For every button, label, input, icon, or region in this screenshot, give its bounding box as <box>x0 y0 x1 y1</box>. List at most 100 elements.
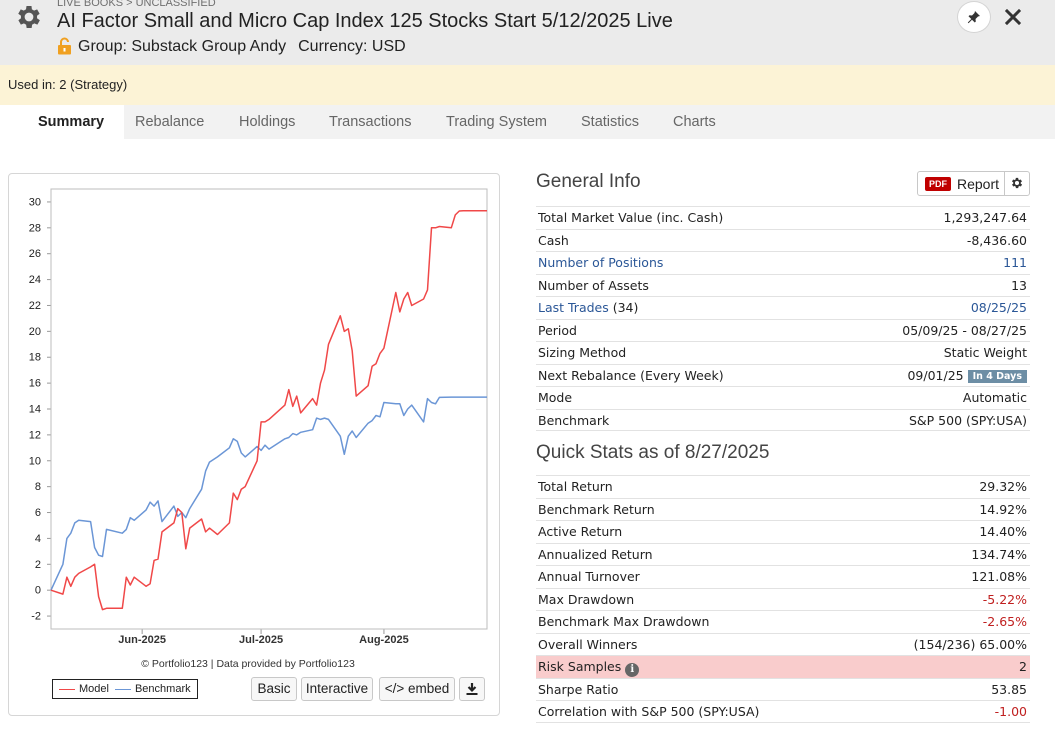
legend-benchmark-label[interactable]: Benchmark <box>134 683 191 695</box>
close-button[interactable] <box>1000 4 1026 30</box>
info-key: Last Trades (34) <box>538 300 638 315</box>
book-meta: Group: Substack Group Andy Currency: USD <box>78 38 406 56</box>
y-tick-label: 8 <box>35 481 41 493</box>
info-row-period: Period 05/09/25 - 08/27/25 <box>536 318 1030 342</box>
info-key: Cash <box>538 232 569 248</box>
group-label: Group: Substack Group Andy <box>78 38 287 55</box>
page-title: AI Factor Small and Micro Cap Index 125 … <box>57 10 673 32</box>
tab-charts[interactable]: Charts <box>673 114 716 130</box>
stat-row-risk-samples: Risk Samples i 2 <box>536 655 1030 678</box>
tab-transactions[interactable]: Transactions <box>329 114 412 130</box>
info-row-benchmark: Benchmark S&P 500 (SPY:USA) <box>536 408 1030 431</box>
close-icon <box>1005 9 1021 25</box>
embed-button[interactable]: </> embed <box>379 677 455 701</box>
currency-label: Currency: USD <box>298 38 406 55</box>
positions-link[interactable]: Number of Positions <box>538 255 664 270</box>
info-value: S&P 500 (SPY:USA) <box>908 412 1027 428</box>
tab-statistics[interactable]: Statistics <box>581 114 640 130</box>
last-trades-date-link[interactable]: 08/25/25 <box>970 300 1027 315</box>
report-button[interactable]: PDF Report <box>917 171 1030 196</box>
stat-row-sharpe: Sharpe Ratio 53.85 <box>536 677 1030 701</box>
download-button[interactable] <box>459 677 485 701</box>
y-tick-label: 22 <box>29 300 41 312</box>
info-row-next-rebalance: Next Rebalance (Every Week) 09/01/25 In 4 … <box>536 363 1030 387</box>
info-value: -8,436.60 <box>966 232 1027 248</box>
stat-value: 134.74% <box>971 546 1027 562</box>
tab-rebalance[interactable]: Rebalance <box>135 114 205 130</box>
stat-key: Max Drawdown <box>538 591 635 607</box>
general-info-title: General Info <box>536 171 641 192</box>
y-tick-label: 24 <box>29 274 41 286</box>
stat-key: Benchmark Max Drawdown <box>538 614 710 629</box>
stat-value: 121.08% <box>971 569 1027 584</box>
stat-value: 29.32% <box>979 479 1027 494</box>
y-tick-label: 18 <box>29 352 41 364</box>
tab-trading-system[interactable]: Trading System <box>446 114 547 130</box>
stat-row-correlation: Correlation with S&P 500 (SPY:USA) -1.00 <box>536 700 1030 723</box>
used-in-label[interactable]: Used in: 2 (Strategy) <box>8 77 128 92</box>
report-label: Report <box>957 175 1000 192</box>
tab-holdings[interactable]: Holdings <box>239 114 296 130</box>
y-tick-label: 30 <box>29 196 41 208</box>
stat-key: Risk Samples i <box>538 659 640 677</box>
info-key: Benchmark <box>538 412 610 428</box>
stat-key: Overall Winners <box>538 636 638 652</box>
stat-row-active-return: Active Return 14.40% <box>536 520 1030 543</box>
gear-icon[interactable] <box>1010 176 1024 190</box>
info-key: Period <box>538 322 577 338</box>
stat-row-total-return: Total Return 29.32% <box>536 475 1030 498</box>
quick-stats-table: Total Return 29.32% Benchmark Return 14.92… <box>536 475 1030 723</box>
stat-value: -1.00 <box>994 704 1027 719</box>
stat-key: Benchmark Return <box>538 501 655 517</box>
y-tick-label: 16 <box>29 378 41 390</box>
tab-summary[interactable]: Summary <box>18 105 125 139</box>
next-rebalance-date: 09/01/25 <box>907 367 964 383</box>
info-icon[interactable]: i <box>625 663 640 677</box>
y-tick-label: 4 <box>35 533 41 545</box>
legend-model-label[interactable]: Model <box>79 683 109 695</box>
pdf-badge: PDF <box>925 176 951 191</box>
basic-chart-button[interactable]: Basic <box>251 677 297 701</box>
performance-chart-panel: -2 0 2 4 6 8 10 12 14 16 18 20 22 24 26 28 30 Jun-2025 Ju… <box>8 173 500 716</box>
breadcrumb[interactable]: LIVE BOOKS > UNCLASSIFIED <box>57 0 216 9</box>
stat-value: 14.40% <box>979 524 1027 539</box>
stat-value: (154/236) 65.00% <box>913 636 1027 652</box>
series-line-model[interactable] <box>50 209 487 611</box>
info-value: 1,293,247.64 <box>943 210 1028 225</box>
y-tick-label: -2 <box>31 611 41 623</box>
x-tick-label: Jul-2025 <box>239 634 283 646</box>
y-tick-label: 12 <box>29 429 41 441</box>
gear-icon[interactable] <box>14 2 44 32</box>
info-value: 09/01/25 In 4 Days <box>907 368 1027 383</box>
stat-value: 2 <box>1019 659 1027 674</box>
info-key: Number of Assets <box>538 277 649 293</box>
y-tick-label: 6 <box>35 507 41 519</box>
info-value: Automatic <box>962 390 1027 405</box>
download-icon <box>466 683 478 695</box>
positions-count-link[interactable]: 111 <box>1003 255 1027 270</box>
chart-credit: © Portfolio123 | Data provided by Portfo… <box>141 658 355 670</box>
legend-benchmark-swatch <box>114 688 131 690</box>
info-row-last-trades: Last Trades (34) 08/25/25 <box>536 296 1030 319</box>
tab-bar: Summary Rebalance Holdings Transactions … <box>0 105 1055 139</box>
lock-icon <box>58 37 71 55</box>
report-divider <box>1004 172 1005 195</box>
info-key: Total Market Value (inc. Cash) <box>538 210 724 225</box>
series-line-benchmark[interactable] <box>50 396 487 591</box>
stat-value: -2.65% <box>982 614 1027 629</box>
stat-key: Total Return <box>538 479 613 494</box>
chart-legend: Model Benchmark <box>52 679 198 699</box>
info-row-cash: Cash -8,436.60 <box>536 228 1030 252</box>
stat-row-benchmark-drawdown: Benchmark Max Drawdown -2.65% <box>536 610 1030 633</box>
page-header: LIVE BOOKS > UNCLASSIFIED AI Factor Smal… <box>0 0 1055 65</box>
pin-button[interactable] <box>957 1 991 33</box>
info-value: 05/09/25 - 08/27/25 <box>902 322 1027 338</box>
interactive-chart-button[interactable]: Interactive <box>301 677 373 701</box>
stat-key: Correlation with S&P 500 (SPY:USA) <box>538 704 760 719</box>
info-row-assets: Number of Assets 13 <box>536 273 1030 297</box>
last-trades-link[interactable]: Last Trades <box>538 300 609 315</box>
info-key: Next Rebalance (Every Week) <box>538 367 724 383</box>
stat-row-turnover: Annual Turnover 121.08% <box>536 565 1030 588</box>
y-tick-label: 14 <box>29 404 41 416</box>
